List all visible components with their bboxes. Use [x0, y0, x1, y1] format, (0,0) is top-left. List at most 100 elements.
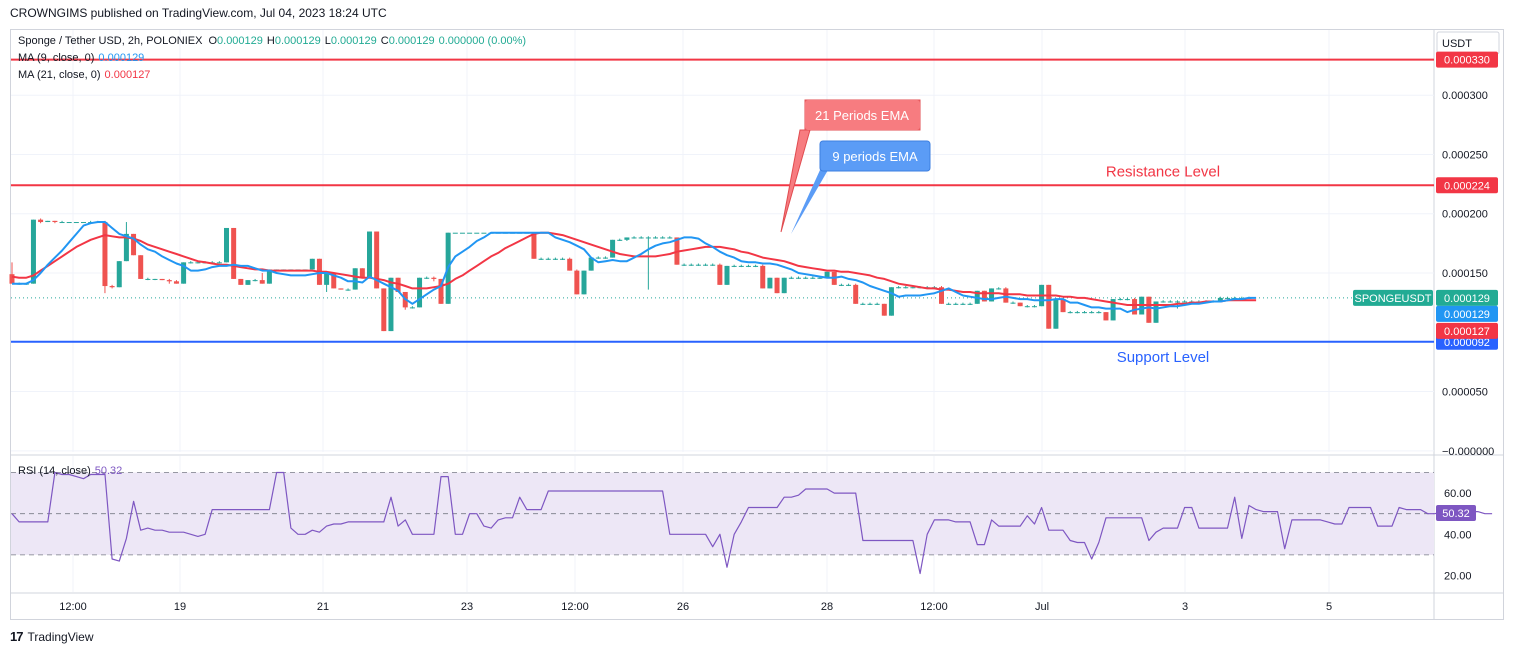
candle-up [1182, 301, 1188, 303]
candle-down [774, 277, 780, 294]
legend-ma9-label[interactable]: MA (9, close, 0) [18, 52, 95, 64]
legend-close-value: 0.000129 [388, 35, 435, 47]
rsi-axis-label: 20.00 [1444, 571, 1472, 583]
price-axis-label: 0.000250 [1442, 149, 1488, 161]
candle-down [717, 264, 723, 285]
symbol-tag [1353, 289, 1433, 306]
candle-up [145, 278, 151, 280]
rsi-line [11, 471, 1493, 575]
candle-down [1103, 312, 1109, 321]
candle-up [595, 257, 601, 259]
legend-ma21-label[interactable]: MA (21, close, 0) [18, 69, 101, 81]
time-axis-label: 23 [461, 601, 473, 613]
candle-up [953, 303, 959, 305]
candle-up [610, 239, 616, 258]
candle-down [238, 278, 244, 285]
candle-up [624, 237, 630, 240]
candle-up [653, 237, 658, 239]
candle-up [638, 237, 644, 239]
candle-up [1089, 312, 1095, 314]
candle-up [545, 258, 551, 260]
candle-up [188, 262, 194, 264]
candle-up [481, 232, 487, 234]
candle-down [9, 274, 15, 284]
candle-up [960, 303, 966, 305]
candle-up [767, 277, 773, 289]
candle-up [1110, 299, 1116, 321]
time-axis-label: 26 [677, 601, 689, 613]
candle-up [846, 284, 852, 286]
candle-down [166, 280, 172, 282]
legend-symbol[interactable]: Sponge / Tether USD, 2h, POLONIEX [18, 35, 203, 47]
candle-down [173, 281, 179, 284]
candle-up [1174, 301, 1180, 303]
candle-up [896, 287, 902, 289]
price-tag-label-2: 0.000127 [1444, 326, 1490, 338]
candle-up [810, 277, 816, 279]
callout-21-ema-box [805, 100, 920, 130]
candle-up [1096, 312, 1102, 314]
candle-up [474, 232, 480, 234]
candle-up [1082, 312, 1087, 314]
price-tag-2 [1436, 322, 1498, 339]
candle-up [1153, 301, 1159, 323]
candle-up [724, 265, 730, 285]
candle-up [588, 257, 594, 271]
legend-low-value: 0.000129 [330, 35, 377, 47]
time-axis-label: 12:00 [59, 601, 87, 613]
resistance-line-price-label: 0.000224 [1444, 180, 1490, 192]
candle-down [159, 278, 165, 281]
candle-up [1124, 299, 1130, 301]
legend-high-label: H [266, 35, 275, 47]
candle-down [52, 220, 58, 223]
candle-up [1067, 312, 1073, 314]
candle-up [1053, 299, 1059, 329]
candle-up [30, 219, 36, 284]
candle-up [667, 237, 673, 239]
candle-up [345, 289, 351, 291]
candle-up [874, 303, 880, 305]
candle-down [853, 284, 859, 304]
candle-up [1217, 297, 1223, 302]
legend-rsi-label[interactable]: RSI (14, close) [18, 465, 91, 477]
candle-up [817, 277, 823, 279]
quote-unit-label: USDT [1442, 38, 1472, 50]
candle-up [838, 284, 844, 286]
price-tag-1 [1436, 305, 1498, 322]
candle-up [195, 262, 201, 264]
candle-up [788, 277, 794, 279]
footer-brand[interactable]: TradingView [27, 629, 94, 644]
candle-up [796, 277, 801, 279]
candle-up [710, 264, 716, 266]
candle-up [467, 232, 473, 234]
candle-down [331, 273, 337, 289]
candle-up [781, 277, 787, 294]
candle-down [881, 303, 887, 316]
footer-branding: 17 TradingView [10, 629, 94, 644]
rsi-value-label: 50.32 [1442, 508, 1470, 520]
price-axis-label: 0.000300 [1442, 90, 1488, 102]
candle-down [1046, 284, 1052, 329]
candle-up [367, 231, 372, 278]
candle-up [224, 227, 229, 263]
candle-up [860, 303, 866, 305]
candle-down [1146, 296, 1152, 323]
callout-9-ema-text: 9 periods EMA [832, 149, 918, 164]
candle-up [45, 220, 51, 223]
legend-open-label: O [208, 35, 218, 47]
candle-up [409, 307, 415, 309]
price-tag-label-0: 0.000129 [1444, 293, 1490, 305]
candle-up [803, 277, 809, 279]
candle-down [102, 222, 108, 287]
candle-up [216, 262, 222, 264]
candle-up [888, 287, 894, 316]
candle-down [939, 287, 944, 304]
candle-up [996, 288, 1002, 290]
candle-up [266, 269, 272, 284]
callout-9-ema-pointer [791, 170, 828, 234]
time-axis-label: 5 [1326, 601, 1332, 613]
candle-up [1117, 299, 1123, 301]
candle-up [73, 222, 79, 224]
candle-down [259, 280, 265, 284]
